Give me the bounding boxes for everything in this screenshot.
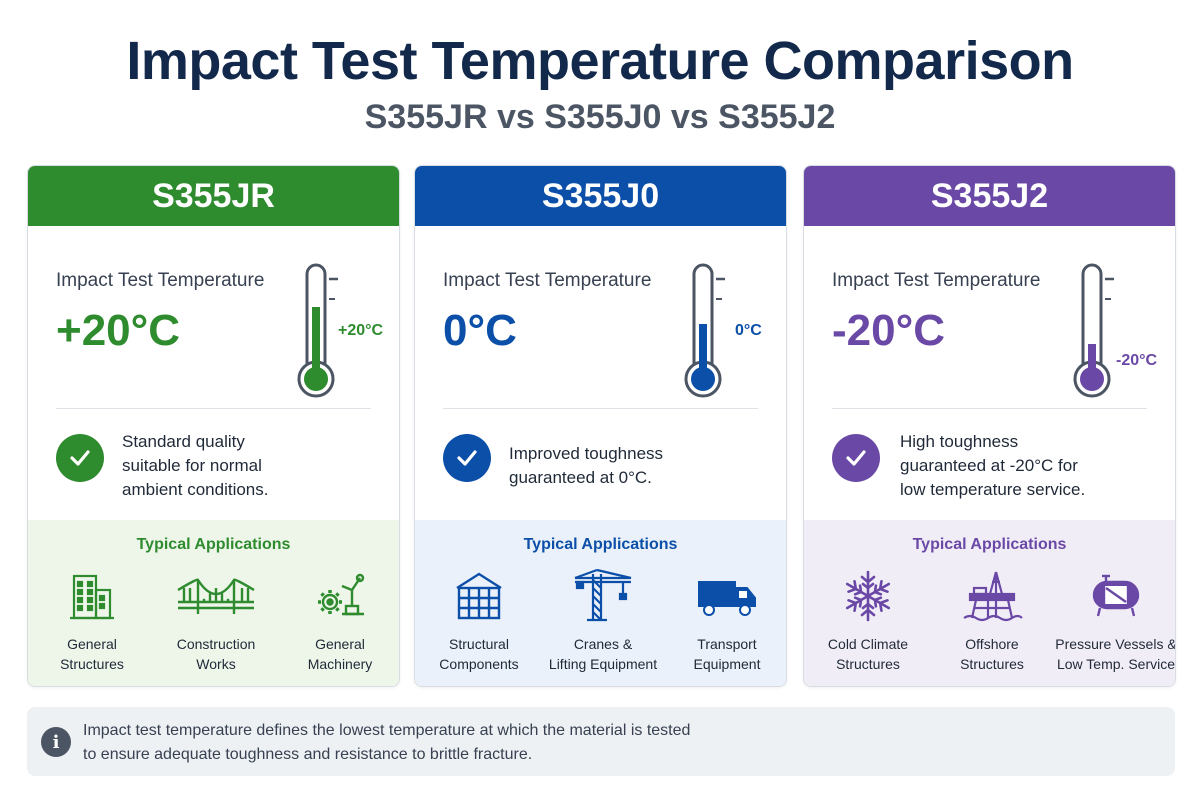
application-label-line-2: Lifting Equipment (548, 656, 658, 672)
thermometer-icon (683, 261, 727, 401)
card-header: S355JR (28, 166, 399, 226)
application-label: General Machinery (278, 634, 399, 674)
divider (443, 408, 758, 409)
offshore-platform-icon (930, 568, 1054, 624)
application-label-line-1: Cranes & (573, 636, 633, 652)
application-label: Cold Climate Structures (806, 634, 930, 674)
grade-description: Standard quality suitable for normal ambie… (122, 430, 268, 502)
applications-title: Typical Applications (136, 536, 291, 553)
description-line: Standard quality (122, 432, 245, 451)
info-note: i Impact test temperature defines the lo… (27, 707, 1175, 776)
thermometer-label: -20°C (1116, 352, 1158, 369)
application-label-line-2: Works (196, 656, 236, 672)
application-label: Transport Equipment (665, 634, 786, 674)
application-label: Cranes & Lifting Equipment (541, 634, 665, 674)
application-label-line-1: Construction (176, 636, 256, 652)
temp-value: 0°C (443, 306, 517, 355)
temp-value: -20°C (832, 306, 945, 355)
application-item: General Structures (30, 568, 154, 674)
application-label-line-2: Low Temp. Service (1056, 656, 1175, 672)
application-label: Structural Components (417, 634, 541, 674)
application-label-line-1: Cold Climate (827, 636, 909, 652)
description-line: guaranteed at -20°C for (900, 456, 1078, 475)
grade-description: High toughness guaranteed at -20°C for low… (900, 430, 1085, 502)
application-label-line-2: Structures (60, 656, 124, 672)
card-header: S355J2 (804, 166, 1175, 226)
application-label: Pressure Vessels & Low Temp. Service (1054, 634, 1176, 674)
description-line: ambient conditions. (122, 480, 269, 499)
applications-panel: Typical Applications General Structures (28, 520, 399, 686)
applications-title: Typical Applications (523, 536, 678, 553)
application-item: Structural Components (417, 568, 541, 674)
applications-title: Typical Applications (912, 536, 1067, 553)
application-item: Transport Equipment (665, 568, 786, 674)
application-label-line-1: Offshore (965, 636, 1019, 652)
bridge-icon (154, 568, 278, 624)
application-item: Construction Works (154, 568, 278, 674)
application-item: Cold Climate Structures (806, 568, 930, 674)
info-note-line-1: Impact test temperature defines the lowe… (83, 722, 691, 739)
grade-description: Improved toughness guaranteed at 0°C. (509, 442, 663, 490)
application-label-line-1: Structural (449, 636, 509, 652)
application-item: Pressure Vessels & Low Temp. Service (1054, 568, 1176, 674)
divider (56, 408, 371, 409)
description-line: suitable for normal (122, 456, 262, 475)
pressure-vessel-icon (1054, 568, 1175, 624)
application-label-line-2: Components (439, 656, 519, 672)
application-label-line-1: General (67, 636, 117, 652)
machinery-icon (278, 568, 399, 624)
applications-panel: Typical Applications Cold Climate Struct… (804, 520, 1175, 686)
temp-label: Impact Test Temperature (832, 270, 1041, 291)
temp-label: Impact Test Temperature (56, 270, 265, 291)
application-item: Cranes & Lifting Equipment (541, 568, 665, 674)
snowflake-icon (806, 568, 930, 624)
grade-card-s355j0: S355J0 Impact Test Temperature 0°C 0°C I… (414, 165, 787, 687)
temp-value: +20°C (56, 306, 181, 355)
temp-label: Impact Test Temperature (443, 270, 652, 291)
application-item: Offshore Structures (930, 568, 1054, 674)
thermometer-label: 0°C (735, 322, 762, 339)
info-icon: i (41, 727, 71, 757)
application-label: General Structures (30, 634, 154, 674)
structural-frame-icon (417, 568, 541, 624)
check-icon (56, 434, 104, 482)
info-note-line-2: to ensure adequate toughness and resista… (83, 746, 533, 763)
page-title: Impact Test Temperature Comparison (126, 31, 1074, 91)
check-icon (832, 434, 880, 482)
description-line: High toughness (900, 432, 1019, 451)
thermometer-icon (296, 261, 340, 401)
application-label: Construction Works (154, 634, 278, 674)
application-label-line-2: Structures (836, 656, 900, 672)
grade-card-s355jr: S355JR Impact Test Temperature +20°C +20… (27, 165, 400, 687)
application-item: General Machinery (278, 568, 399, 674)
crane-icon (541, 568, 665, 624)
info-note-text: Impact test temperature defines the lowe… (83, 719, 690, 767)
description-line: Improved toughness (509, 444, 664, 463)
truck-icon (665, 568, 786, 624)
building-icon (30, 568, 154, 624)
thermometer-label: +20°C (338, 322, 384, 339)
page-subtitle: S355JR vs S355J0 vs S355J2 (364, 98, 836, 136)
application-label-line-2: Equipment (693, 656, 761, 672)
description-line: guaranteed at 0°C. (509, 468, 652, 487)
application-label: Offshore Structures (930, 634, 1054, 674)
application-label-line-1: General (315, 636, 365, 652)
application-label-line-1: Transport (697, 636, 757, 652)
grade-card-s355j2: S355J2 Impact Test Temperature -20°C -20… (803, 165, 1176, 687)
application-label-line-2: Structures (960, 656, 1024, 672)
thermometer-icon (1072, 261, 1116, 401)
divider (832, 408, 1147, 409)
description-line: low temperature service. (900, 480, 1086, 499)
applications-panel: Typical Applications Structural Componen… (415, 520, 786, 686)
application-label-line-2: Machinery (307, 656, 373, 672)
card-header: S355J0 (415, 166, 786, 226)
application-label-line-1: Pressure Vessels & (1055, 636, 1176, 652)
check-icon (443, 434, 491, 482)
